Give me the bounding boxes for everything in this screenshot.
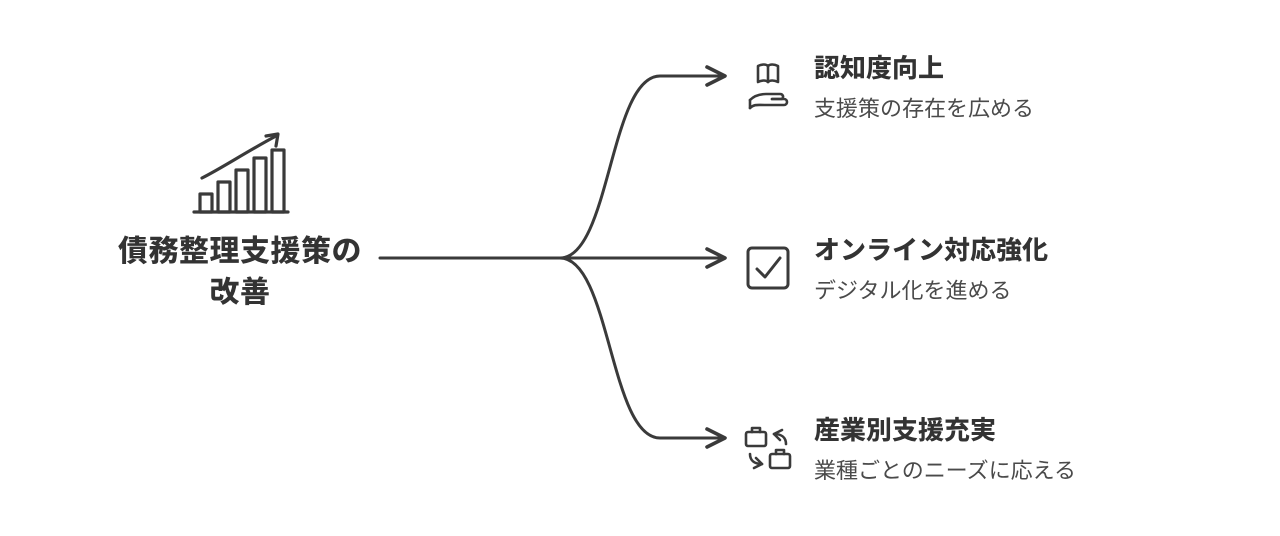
root-node: 債務整理支援策の 改善	[80, 130, 400, 309]
branch-subtitle: 業種ごとのニーズに応える	[814, 453, 1076, 485]
branch-subtitle: デジタル化を進める	[814, 273, 1048, 305]
root-title: 債務整理支援策の 改善	[80, 228, 400, 309]
branch-subtitle: 支援策の存在を広める	[814, 91, 1034, 123]
branch-awareness: 認知度向上 支援策の存在を広める	[740, 48, 1034, 123]
branch-title: 産業別支援充実	[814, 410, 1076, 447]
briefcase-cycle-icon	[740, 420, 796, 476]
branch-online: オンライン対応強化 デジタル化を進める	[740, 230, 1048, 305]
root-title-line2: 改善	[210, 267, 271, 311]
branch-title: オンライン対応強化	[814, 230, 1048, 267]
book-hand-icon	[740, 58, 796, 114]
growth-chart-icon	[180, 130, 300, 220]
checkbox-icon	[740, 240, 796, 296]
branch-title: 認知度向上	[814, 48, 1034, 85]
branch-industry: 産業別支援充実 業種ごとのニーズに応える	[740, 410, 1076, 485]
root-title-line1: 債務整理支援策の	[118, 226, 362, 270]
diagram-canvas: 債務整理支援策の 改善 認知度向上 支援策の存在を広める	[0, 0, 1280, 536]
